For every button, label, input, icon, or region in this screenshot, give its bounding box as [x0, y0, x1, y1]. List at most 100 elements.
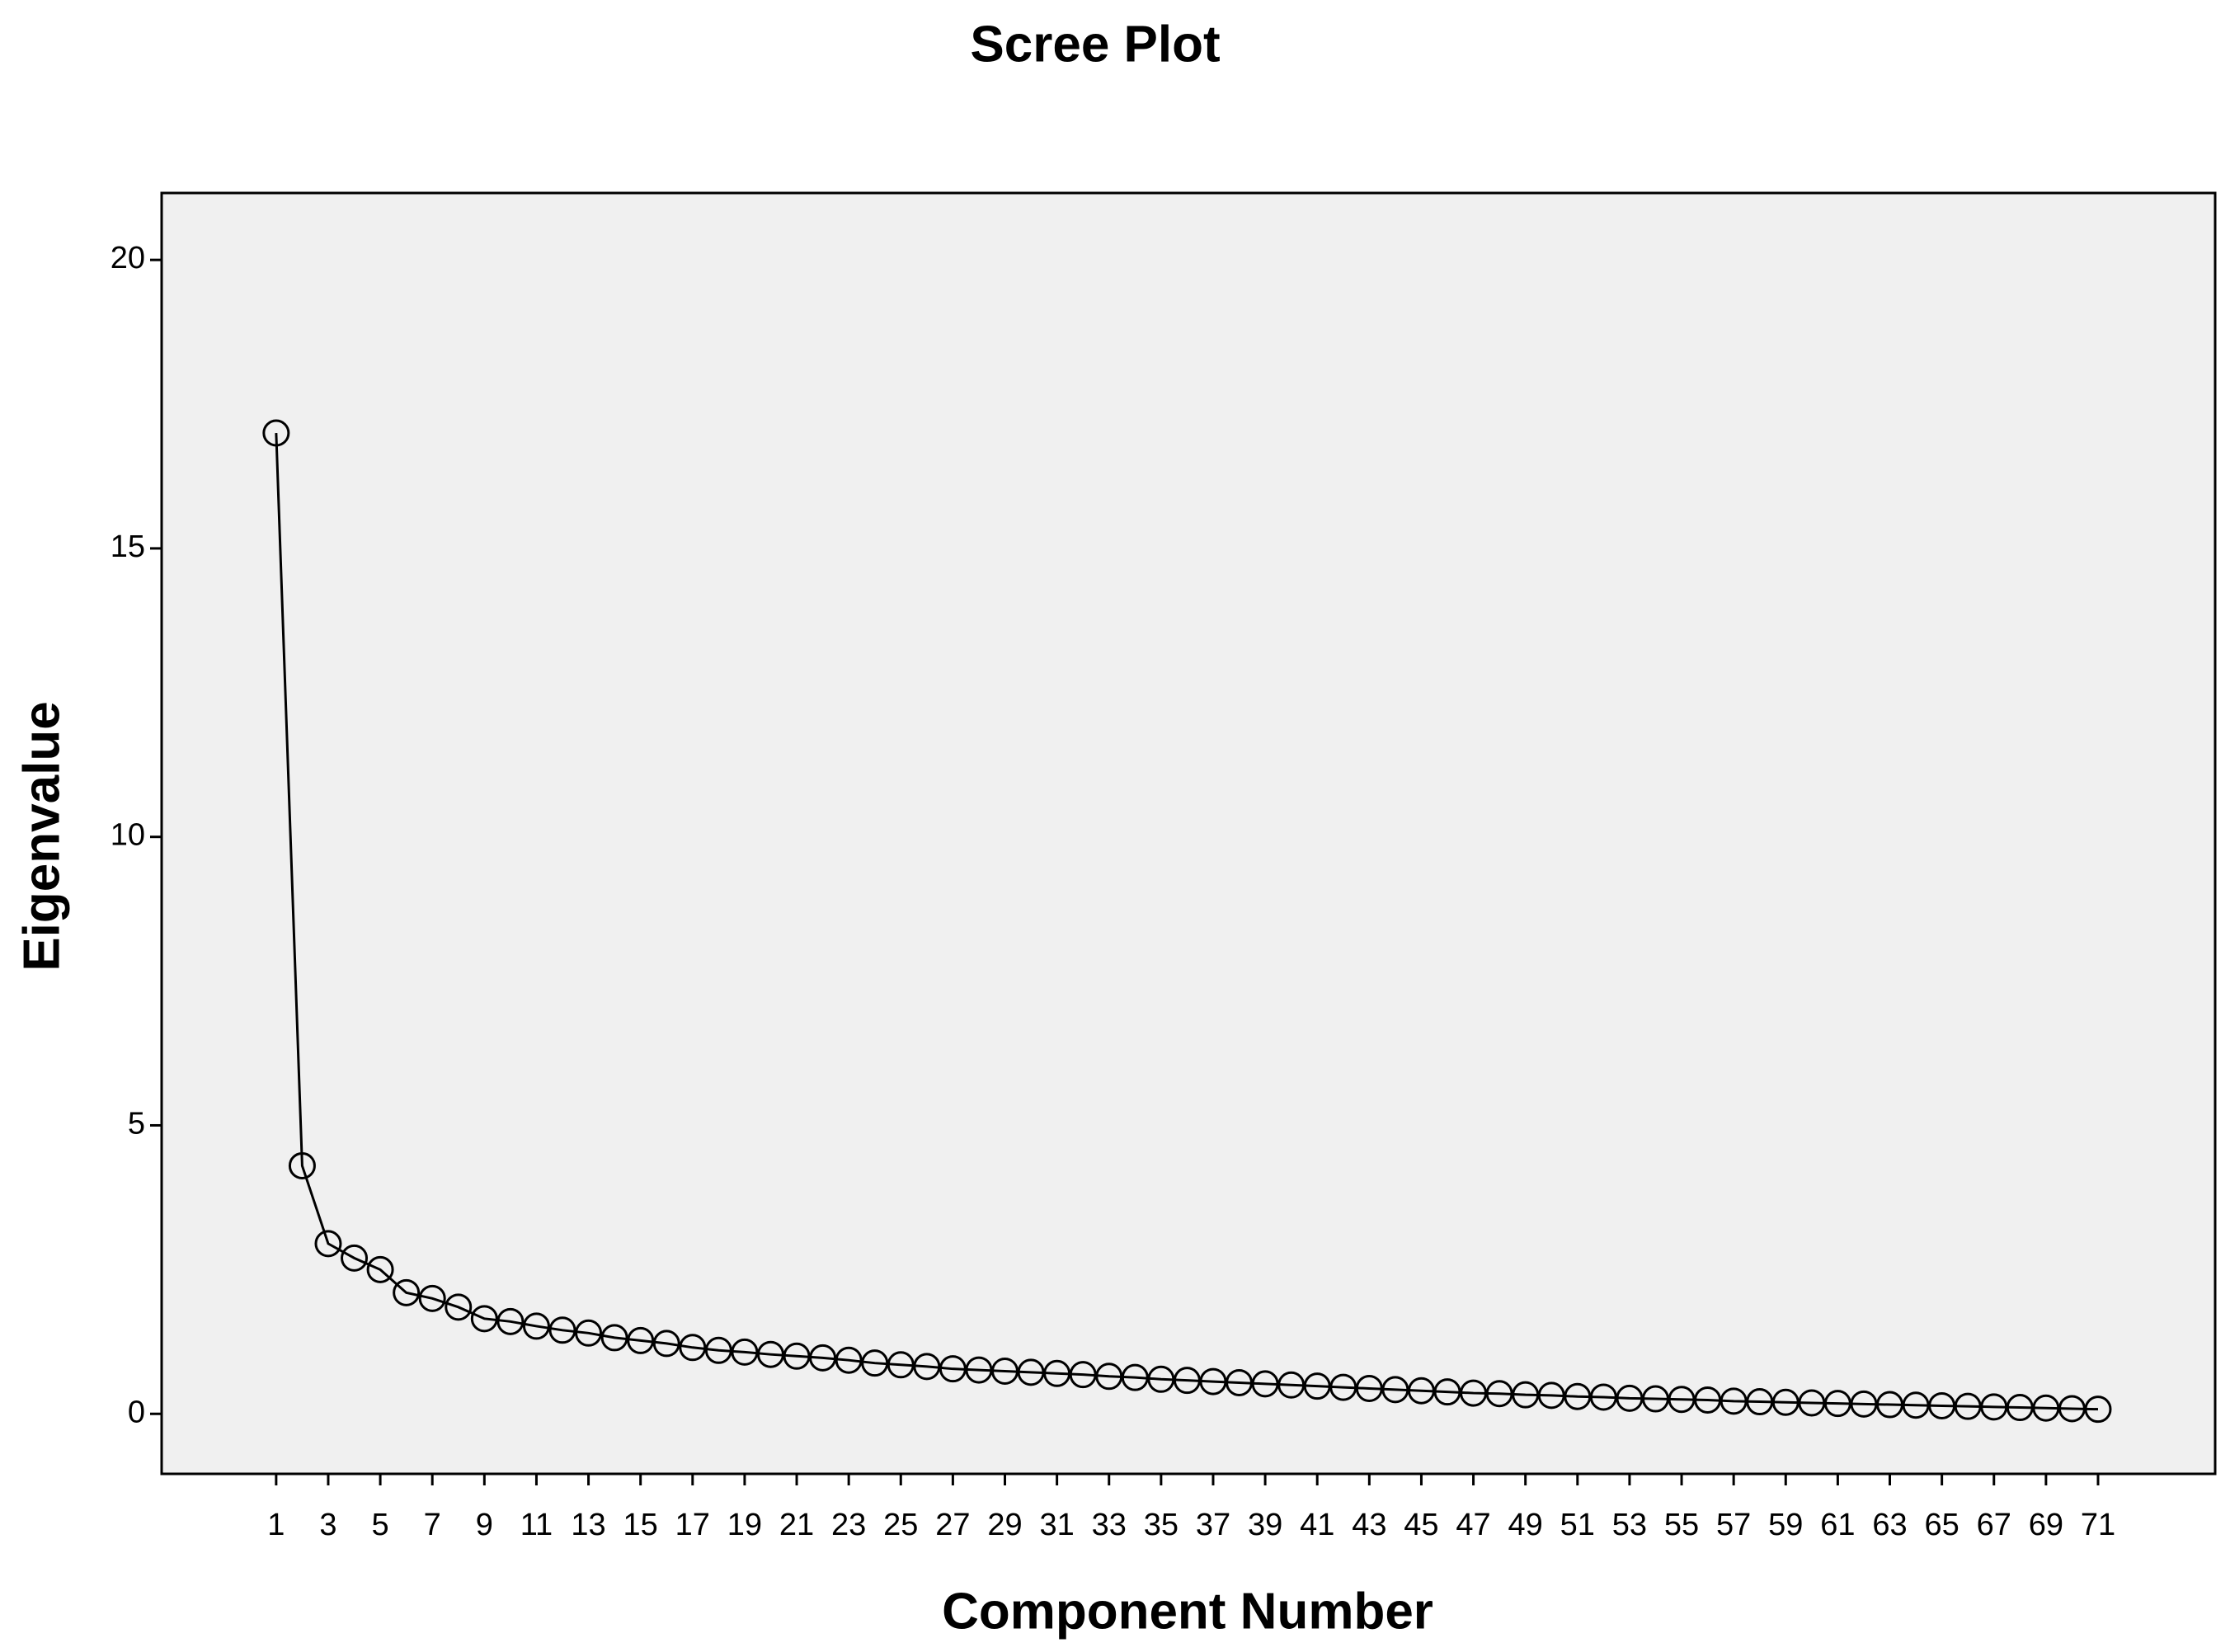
y-tick-label: 20: [111, 241, 145, 275]
point: [2084, 1395, 2112, 1424]
point: [522, 1312, 550, 1340]
x-tick-label: 27: [935, 1508, 970, 1542]
x-tick-label: 23: [831, 1508, 866, 1542]
point: [1251, 1370, 1279, 1398]
point: [1017, 1358, 1045, 1386]
x-tick-label: 1: [267, 1508, 285, 1542]
point: [991, 1357, 1019, 1385]
point: [1564, 1382, 1592, 1410]
point: [731, 1338, 759, 1366]
x-tick-label: 11: [520, 1508, 553, 1542]
x-tick-label: 21: [779, 1508, 814, 1542]
point: [393, 1278, 421, 1306]
point: [939, 1355, 967, 1383]
y-tick-label: 0: [128, 1395, 145, 1429]
x-tick-label: 65: [1924, 1508, 1959, 1542]
point: [1771, 1388, 1800, 1416]
x-tick-label: 59: [1768, 1508, 1803, 1542]
point: [756, 1340, 784, 1368]
plot-area: [160, 191, 2217, 1476]
x-tick-label: 25: [883, 1508, 918, 1542]
point: [1407, 1377, 1435, 1405]
point: [965, 1356, 993, 1384]
point: [288, 1151, 316, 1179]
point: [1512, 1381, 1540, 1409]
point: [1537, 1381, 1565, 1410]
point: [1850, 1390, 1878, 1418]
point: [652, 1330, 680, 1358]
x-tick-label: 51: [1560, 1508, 1595, 1542]
line: [275, 432, 2099, 1411]
x-tick-label: 41: [1300, 1508, 1334, 1542]
point: [1121, 1363, 1149, 1391]
point: [1095, 1363, 1123, 1391]
point: [1798, 1389, 1826, 1417]
point: [1433, 1378, 1461, 1406]
x-tick-label: 55: [1664, 1508, 1699, 1542]
point: [470, 1305, 498, 1333]
point: [496, 1307, 525, 1335]
point: [600, 1324, 628, 1352]
point: [341, 1244, 369, 1272]
point: [627, 1326, 655, 1354]
point: [783, 1342, 811, 1370]
point: [1226, 1368, 1254, 1396]
point: [1173, 1367, 1201, 1395]
point: [1954, 1392, 1982, 1420]
y-tick-label: 10: [111, 818, 145, 853]
point: [1694, 1386, 1722, 1414]
point: [2032, 1394, 2060, 1422]
point: [418, 1284, 446, 1312]
point: [1485, 1380, 1513, 1408]
point: [1069, 1361, 1097, 1389]
point: [2006, 1394, 2034, 1422]
x-tick-label: 45: [1404, 1508, 1438, 1542]
x-tick-label: 53: [1612, 1508, 1647, 1542]
point: [262, 419, 290, 447]
point: [1460, 1379, 1488, 1407]
x-tick-label: 47: [1456, 1508, 1490, 1542]
point: [835, 1346, 863, 1374]
point: [1589, 1383, 1617, 1411]
x-tick-label: 63: [1872, 1508, 1907, 1542]
x-tick-label: 7: [424, 1508, 441, 1542]
point: [1668, 1386, 1696, 1414]
point: [809, 1344, 837, 1372]
x-tick-label: 67: [1977, 1508, 2011, 1542]
point: [1641, 1385, 1669, 1413]
point: [1199, 1367, 1227, 1395]
x-tick-label: 57: [1716, 1508, 1751, 1542]
x-tick-label: 35: [1144, 1508, 1179, 1542]
point: [1902, 1391, 1930, 1419]
x-tick-label: 43: [1352, 1508, 1386, 1542]
point: [1277, 1371, 1306, 1399]
point: [887, 1351, 915, 1379]
y-axis-title: Eigenvalue: [13, 701, 70, 971]
point: [1043, 1359, 1071, 1387]
x-tick-label: 29: [987, 1508, 1022, 1542]
point: [679, 1334, 707, 1362]
x-tick-label: 39: [1248, 1508, 1282, 1542]
chart-title: Scree Plot: [970, 16, 1220, 73]
point: [1303, 1372, 1331, 1400]
point: [1355, 1374, 1383, 1402]
x-tick-label: 69: [2029, 1508, 2063, 1542]
point: [575, 1319, 603, 1347]
x-tick-label: 3: [319, 1508, 336, 1542]
point: [704, 1336, 732, 1364]
x-tick-label: 15: [623, 1508, 658, 1542]
y-tick-label: 15: [111, 529, 145, 564]
x-tick-label: 31: [1039, 1508, 1074, 1542]
x-axis-title: Component Number: [942, 1583, 1433, 1640]
point: [1928, 1391, 1956, 1419]
x-tick-label: 19: [727, 1508, 762, 1542]
point: [913, 1353, 941, 1381]
x-tick-label: 9: [476, 1508, 493, 1542]
x-tick-label: 13: [571, 1508, 605, 1542]
point: [861, 1349, 889, 1377]
point: [548, 1316, 576, 1344]
point: [1720, 1387, 1748, 1415]
point: [445, 1293, 473, 1321]
y-tick-label: 5: [128, 1107, 145, 1141]
point: [2058, 1395, 2086, 1423]
